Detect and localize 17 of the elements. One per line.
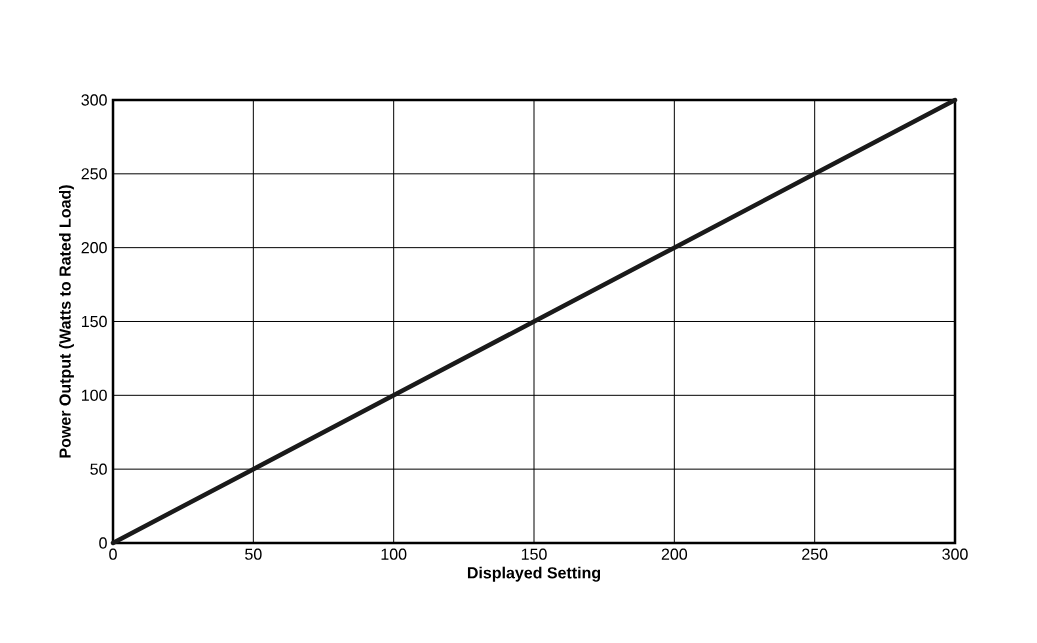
x-tick-label: 250 xyxy=(802,548,828,560)
x-tick-label: 200 xyxy=(661,548,688,560)
x-tick-label: 150 xyxy=(521,548,547,560)
x-tick-label: 50 xyxy=(245,548,262,560)
y-tick-label: 100 xyxy=(82,389,107,401)
x-tick-label: 300 xyxy=(942,548,968,560)
y-tick-label: 200 xyxy=(81,241,107,254)
y-axis-title: Power Output (Watts to Rated Load) xyxy=(59,185,74,458)
y-tick-label: 0 xyxy=(99,537,107,549)
y-tick-label: 250 xyxy=(81,168,107,180)
y-tick-label: 150 xyxy=(82,315,107,328)
x-axis-title: Displayed Setting xyxy=(467,566,601,582)
y-tick-label: 300 xyxy=(81,94,107,106)
line-series xyxy=(110,97,958,546)
x-tick-label: 0 xyxy=(109,548,117,560)
y-tick-label: 50 xyxy=(90,463,107,475)
x-tick-label: 100 xyxy=(381,548,407,560)
